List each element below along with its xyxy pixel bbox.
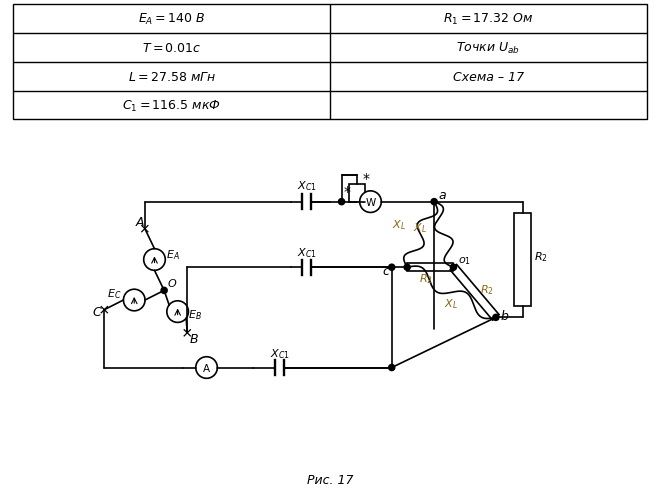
Text: *: * (343, 184, 350, 198)
Text: C: C (93, 306, 102, 319)
Text: $X_L$: $X_L$ (413, 221, 427, 235)
Text: $R_2$: $R_2$ (534, 250, 548, 264)
Circle shape (196, 357, 217, 379)
Text: $R_2$: $R_2$ (480, 283, 494, 297)
Bar (349, 185, 365, 202)
Circle shape (450, 265, 457, 271)
Text: $R_1 = 17.32$ Ом: $R_1 = 17.32$ Ом (443, 12, 534, 27)
Text: $R_2$: $R_2$ (418, 271, 432, 285)
Circle shape (360, 191, 381, 213)
Circle shape (493, 315, 499, 321)
Text: $o_1$: $o_1$ (458, 255, 471, 267)
Circle shape (161, 288, 167, 294)
Text: a: a (438, 188, 446, 201)
Circle shape (339, 199, 345, 205)
Text: c: c (382, 265, 389, 278)
Text: $C_1 = 116.5$ мкФ: $C_1 = 116.5$ мкФ (122, 98, 221, 113)
Circle shape (144, 249, 165, 271)
Text: $E_B$: $E_B$ (189, 308, 203, 322)
Text: $X_{C1}$: $X_{C1}$ (270, 346, 290, 360)
Circle shape (404, 265, 411, 271)
Text: $E_C$: $E_C$ (107, 287, 121, 301)
Text: A: A (135, 215, 144, 228)
Text: $L = 27.58$ мГн: $L = 27.58$ мГн (127, 71, 216, 84)
Text: A: A (203, 363, 210, 373)
Text: $X_L$: $X_L$ (392, 217, 406, 231)
Circle shape (431, 199, 437, 205)
Circle shape (389, 365, 395, 371)
Text: $E_A$: $E_A$ (166, 248, 180, 262)
Circle shape (167, 301, 189, 323)
Text: $E_A = 140$ В: $E_A = 140$ В (138, 12, 205, 27)
Text: B: B (189, 333, 198, 346)
Text: *: * (363, 172, 370, 186)
Text: $X_L$: $X_L$ (444, 296, 458, 310)
Bar (514, 214, 531, 306)
Circle shape (389, 265, 395, 271)
Text: b: b (500, 310, 508, 323)
Text: $X_{C1}$: $X_{C1}$ (297, 179, 317, 192)
Text: $X_{C1}$: $X_{C1}$ (297, 246, 317, 260)
Text: O: O (168, 278, 177, 288)
Circle shape (123, 290, 145, 311)
Text: W: W (366, 197, 376, 207)
Text: $T = 0.01c$: $T = 0.01c$ (142, 42, 201, 55)
Text: Схема – 17: Схема – 17 (453, 71, 524, 84)
Text: Рис. 17: Рис. 17 (307, 473, 353, 486)
Text: Точки $U_{ab}$: Точки $U_{ab}$ (457, 41, 520, 56)
